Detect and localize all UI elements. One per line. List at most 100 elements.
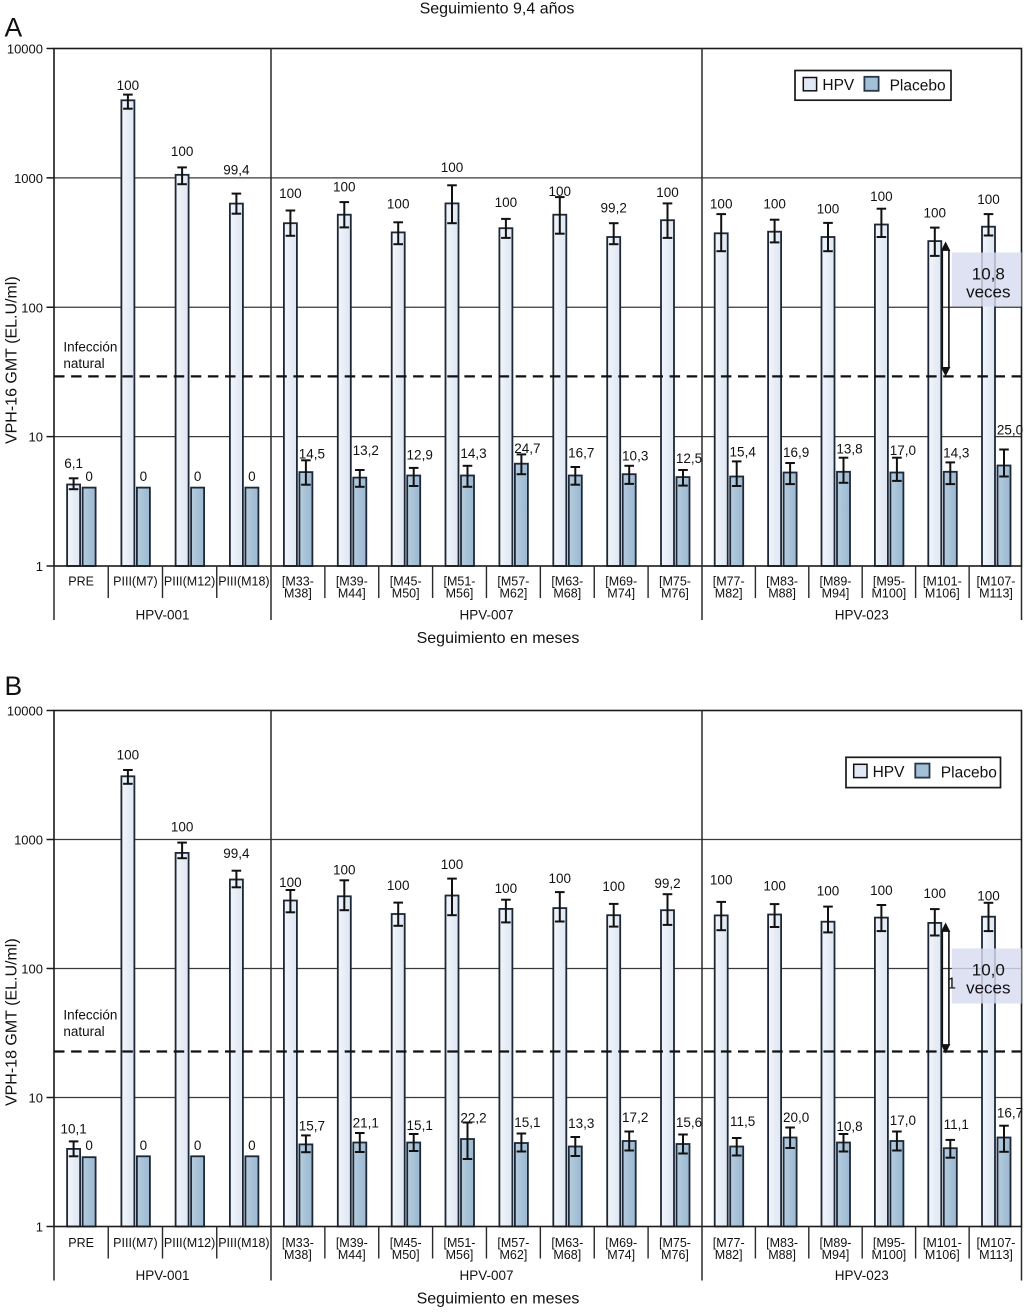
svg-text:[M83-: [M83- — [766, 1236, 798, 1250]
svg-text:A: A — [5, 12, 23, 42]
svg-text:HPV-001: HPV-001 — [135, 608, 189, 623]
svg-text:[M39-: [M39- — [336, 1236, 368, 1250]
svg-text:100: 100 — [117, 748, 140, 763]
svg-text:99,2: 99,2 — [654, 876, 680, 891]
svg-text:100: 100 — [171, 820, 194, 835]
svg-text:M50]: M50] — [392, 1248, 420, 1262]
svg-text:0: 0 — [140, 1138, 148, 1153]
svg-text:M74]: M74] — [607, 1248, 635, 1262]
svg-text:100: 100 — [549, 184, 572, 199]
svg-text:1: 1 — [36, 559, 43, 574]
svg-text:100: 100 — [710, 873, 733, 888]
svg-text:Infección: Infección — [63, 1008, 117, 1023]
svg-text:M88]: M88] — [768, 587, 796, 601]
svg-text:99,4: 99,4 — [223, 163, 250, 178]
svg-text:14,3: 14,3 — [460, 446, 486, 461]
svg-text:Seguimiento en meses: Seguimiento en meses — [417, 1291, 580, 1308]
svg-text:99,2: 99,2 — [601, 201, 627, 216]
svg-text:[M45-: [M45- — [390, 575, 422, 589]
svg-text:[M89-: [M89- — [820, 1236, 852, 1250]
svg-text:PIII(M12): PIII(M12) — [164, 1236, 215, 1250]
svg-text:15,7: 15,7 — [299, 1118, 325, 1133]
svg-text:HPV-007: HPV-007 — [459, 1268, 513, 1283]
svg-text:100: 100 — [924, 206, 947, 221]
svg-text:10: 10 — [29, 430, 43, 445]
svg-text:HPV-023: HPV-023 — [835, 608, 889, 623]
svg-text:100: 100 — [763, 197, 786, 212]
svg-text:0: 0 — [85, 1138, 93, 1153]
svg-text:15,1: 15,1 — [514, 1115, 540, 1130]
svg-text:[M95-: [M95- — [873, 1236, 905, 1250]
svg-text:[M63-: [M63- — [551, 1236, 583, 1250]
svg-text:[M69-: [M69- — [605, 575, 637, 589]
svg-text:[M57-: [M57- — [497, 575, 529, 589]
svg-text:100: 100 — [870, 189, 893, 204]
svg-text:M82]: M82] — [715, 587, 743, 601]
svg-text:100: 100 — [602, 879, 625, 894]
svg-text:[M75-: [M75- — [659, 575, 691, 589]
svg-text:15,6: 15,6 — [676, 1115, 702, 1130]
svg-text:M50]: M50] — [392, 587, 420, 601]
svg-text:[M63-: [M63- — [551, 575, 583, 589]
svg-text:10000: 10000 — [7, 42, 43, 57]
svg-text:M44]: M44] — [338, 1248, 366, 1262]
svg-text:100: 100 — [117, 78, 140, 93]
svg-text:HPV-007: HPV-007 — [459, 608, 513, 623]
svg-text:17,2: 17,2 — [622, 1110, 648, 1125]
svg-text:17,0: 17,0 — [890, 1113, 916, 1128]
svg-text:M94]: M94] — [822, 587, 850, 601]
svg-text:[M77-: [M77- — [713, 1236, 745, 1250]
svg-text:PRE: PRE — [68, 575, 94, 589]
svg-text:100: 100 — [441, 160, 464, 175]
svg-text:6,1: 6,1 — [64, 456, 83, 471]
svg-text:PRE: PRE — [68, 1236, 94, 1250]
svg-text:M62]: M62] — [500, 587, 528, 601]
svg-text:100: 100 — [21, 300, 43, 315]
svg-text:natural: natural — [63, 1024, 104, 1039]
svg-text:[M77-: [M77- — [713, 575, 745, 589]
svg-text:14,5: 14,5 — [299, 447, 325, 462]
svg-text:100: 100 — [977, 888, 1000, 903]
svg-text:13,8: 13,8 — [836, 442, 862, 457]
svg-text:M62]: M62] — [500, 1248, 528, 1262]
svg-text:HPV-023: HPV-023 — [835, 1268, 889, 1283]
svg-text:10,0: 10,0 — [972, 961, 1005, 980]
svg-text:M100]: M100] — [872, 1248, 907, 1262]
svg-text:PIII(M12): PIII(M12) — [164, 575, 215, 589]
svg-text:[M107-: [M107- — [977, 575, 1016, 589]
svg-text:0: 0 — [85, 469, 93, 484]
svg-text:100: 100 — [924, 886, 947, 901]
svg-text:100: 100 — [549, 871, 572, 886]
svg-text:1: 1 — [947, 976, 956, 993]
svg-text:M113]: M113] — [979, 1248, 1013, 1262]
svg-text:100: 100 — [656, 185, 679, 200]
svg-text:M68]: M68] — [553, 1248, 581, 1262]
svg-text:M44]: M44] — [338, 587, 366, 601]
svg-text:10000: 10000 — [7, 704, 43, 719]
svg-text:M76]: M76] — [661, 587, 689, 601]
svg-text:0: 0 — [248, 1138, 256, 1153]
svg-text:Seguimiento 9,4 años: Seguimiento 9,4 años — [420, 1, 575, 18]
svg-text:1000: 1000 — [14, 833, 43, 848]
svg-text:[M51-: [M51- — [444, 575, 476, 589]
svg-text:100: 100 — [333, 180, 356, 195]
svg-text:100: 100 — [977, 192, 1000, 207]
svg-text:100: 100 — [279, 186, 302, 201]
svg-text:PIII(M7): PIII(M7) — [113, 1236, 157, 1250]
svg-text:M88]: M88] — [768, 1248, 796, 1262]
svg-text:16,7: 16,7 — [997, 1105, 1023, 1120]
svg-text:10: 10 — [29, 1091, 43, 1106]
svg-text:natural: natural — [63, 356, 104, 371]
svg-text:100: 100 — [870, 883, 893, 898]
svg-text:100: 100 — [279, 875, 302, 890]
svg-text:1000: 1000 — [14, 171, 43, 186]
svg-text:M68]: M68] — [553, 587, 581, 601]
svg-text:HPV: HPV — [873, 764, 906, 781]
svg-text:16,9: 16,9 — [783, 445, 809, 460]
svg-text:PIII(M18): PIII(M18) — [218, 575, 269, 589]
svg-text:[M107-: [M107- — [977, 1236, 1016, 1250]
svg-text:[M33-: [M33- — [282, 575, 314, 589]
svg-text:100: 100 — [710, 197, 733, 212]
svg-text:13,2: 13,2 — [353, 443, 379, 458]
svg-text:[M33-: [M33- — [282, 1236, 314, 1250]
